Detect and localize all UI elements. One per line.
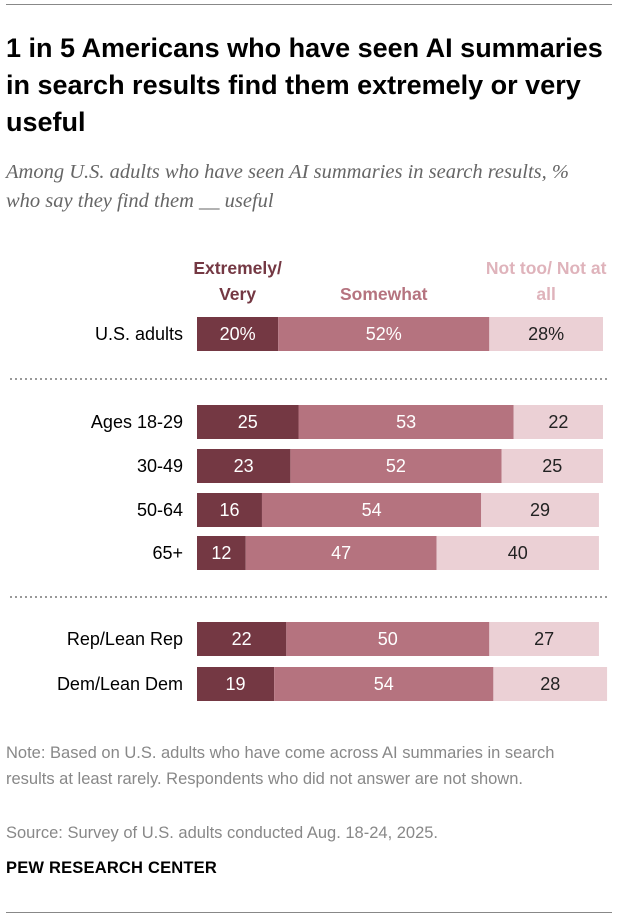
category-label: 50-64: [137, 500, 183, 520]
bar-segment: [501, 449, 603, 483]
category-label: 65+: [152, 543, 183, 563]
value-label: 22: [548, 412, 568, 432]
bar-segment: [197, 667, 275, 701]
category-label: 30-49: [137, 456, 183, 476]
chart-subtitle: Among U.S. adults who have seen AI summa…: [6, 161, 569, 212]
bar-segment: [197, 493, 262, 527]
bar-segment: [197, 536, 246, 570]
value-label: 50: [378, 629, 398, 649]
bar-segment: [245, 536, 437, 570]
value-label: 27: [534, 629, 554, 649]
value-label: 28%: [528, 324, 564, 344]
value-label: 22: [232, 629, 252, 649]
bar-segment: [197, 317, 279, 351]
bar-segment: [197, 622, 287, 656]
chart-title: 1 in 5 Americans who have seen AI summar…: [6, 33, 603, 137]
bar-segment: [489, 317, 603, 351]
value-label: 23: [234, 456, 254, 476]
bar-segment: [436, 536, 599, 570]
value-label: 28: [540, 674, 560, 694]
value-label: 25: [238, 412, 258, 432]
bar-segment: [278, 317, 490, 351]
legend-entry: Somewhat: [339, 284, 428, 304]
category-label: U.S. adults: [95, 324, 183, 344]
top-rule: [6, 4, 612, 5]
value-label: 52: [386, 456, 406, 476]
bar-segment: [489, 622, 599, 656]
value-label: 40: [508, 543, 528, 563]
value-label: 12: [211, 543, 231, 563]
bar-segment: [298, 405, 514, 439]
value-label: 47: [331, 543, 351, 563]
value-label: 54: [362, 500, 382, 520]
bar-segment: [290, 449, 502, 483]
value-label: 19: [226, 674, 246, 694]
source: Source: Survey of U.S. adults conducted …: [6, 824, 439, 842]
category-label: Ages 18-29: [91, 412, 183, 432]
value-label: 29: [530, 500, 550, 520]
bar-segment: [493, 667, 608, 701]
chart: U.S. adults 20% 52% 28% Ages 18-29 25 53 22 30-4…: [10, 317, 610, 701]
value-label: 25: [542, 456, 562, 476]
value-label: 53: [396, 412, 416, 432]
legend-entry: Extremely/ Very: [193, 258, 282, 304]
bar-segment: [197, 449, 291, 483]
bar-segment: [481, 493, 599, 527]
note: Note: Based on U.S. adults who have come…: [6, 744, 555, 788]
bar-segment: [513, 405, 603, 439]
value-label: 54: [374, 674, 394, 694]
value-label: 16: [219, 500, 239, 520]
category-label: Dem/Lean Dem: [57, 674, 183, 694]
bar-segment: [197, 405, 299, 439]
value-label: 20%: [220, 324, 256, 344]
bar-segment: [261, 493, 482, 527]
bottom-rule: [6, 912, 612, 913]
value-label: 52%: [366, 324, 402, 344]
brand: PEW RESEARCH CENTER: [6, 859, 217, 877]
category-label: Rep/Lean Rep: [67, 629, 183, 649]
bar-segment: [274, 667, 494, 701]
bar-segment: [286, 622, 490, 656]
legend-entry: Not too/ Not at all: [485, 258, 607, 304]
